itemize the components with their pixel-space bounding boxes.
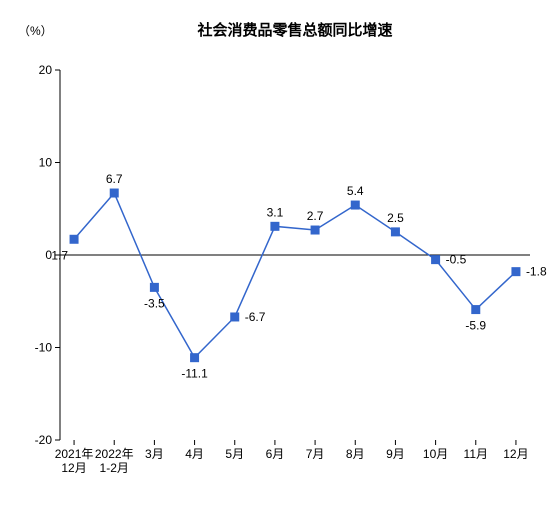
data-marker [391, 228, 399, 236]
series-line [74, 193, 516, 358]
x-tick-label: 6月 [266, 447, 285, 461]
data-marker [472, 306, 480, 314]
data-marker [70, 235, 78, 243]
data-label: -0.5 [446, 253, 467, 267]
x-tick-label: 10月 [423, 447, 448, 461]
data-marker [150, 283, 158, 291]
data-label: -1.8 [526, 265, 547, 279]
x-tick-label: 5月 [225, 447, 244, 461]
x-tick-label: 12月 [61, 461, 86, 475]
y-tick-label: 20 [39, 63, 53, 77]
data-label: 6.7 [106, 172, 123, 186]
data-marker [110, 189, 118, 197]
data-label: -11.1 [181, 367, 208, 381]
y-tick-label: -20 [35, 433, 53, 447]
data-marker [432, 256, 440, 264]
data-label: 2.7 [307, 209, 324, 223]
chart-container: 社会消费品零售总额同比增速（%）-20-10010202021年12月2022年… [0, 0, 554, 506]
x-tick-label: 7月 [306, 447, 325, 461]
data-marker [311, 226, 319, 234]
data-marker [271, 222, 279, 230]
data-marker [231, 313, 239, 321]
data-marker [191, 354, 199, 362]
data-marker [351, 201, 359, 209]
data-label: 5.4 [347, 184, 364, 198]
data-label: 3.1 [267, 205, 284, 219]
data-label: -3.5 [144, 296, 165, 310]
x-tick-label: 9月 [386, 447, 405, 461]
data-label: -5.9 [465, 319, 486, 333]
y-axis-unit: （%） [18, 24, 53, 38]
data-label: 2.5 [387, 211, 404, 225]
y-tick-label: 10 [39, 156, 53, 170]
data-marker [512, 268, 520, 276]
x-tick-label: 1-2月 [100, 461, 129, 475]
x-tick-label: 12月 [503, 447, 528, 461]
data-label: -6.7 [245, 310, 266, 324]
chart-title: 社会消费品零售总额同比增速 [196, 21, 392, 39]
x-tick-label: 8月 [346, 447, 365, 461]
data-label: 1.7 [51, 248, 68, 262]
x-tick-label: 2022年 [95, 447, 134, 461]
x-tick-label: 3月 [145, 447, 164, 461]
x-tick-label: 11月 [464, 447, 488, 461]
y-tick-label: -10 [35, 341, 53, 355]
x-tick-label: 2021年 [55, 447, 94, 461]
x-tick-label: 4月 [185, 447, 204, 461]
line-chart: 社会消费品零售总额同比增速（%）-20-10010202021年12月2022年… [0, 0, 554, 506]
